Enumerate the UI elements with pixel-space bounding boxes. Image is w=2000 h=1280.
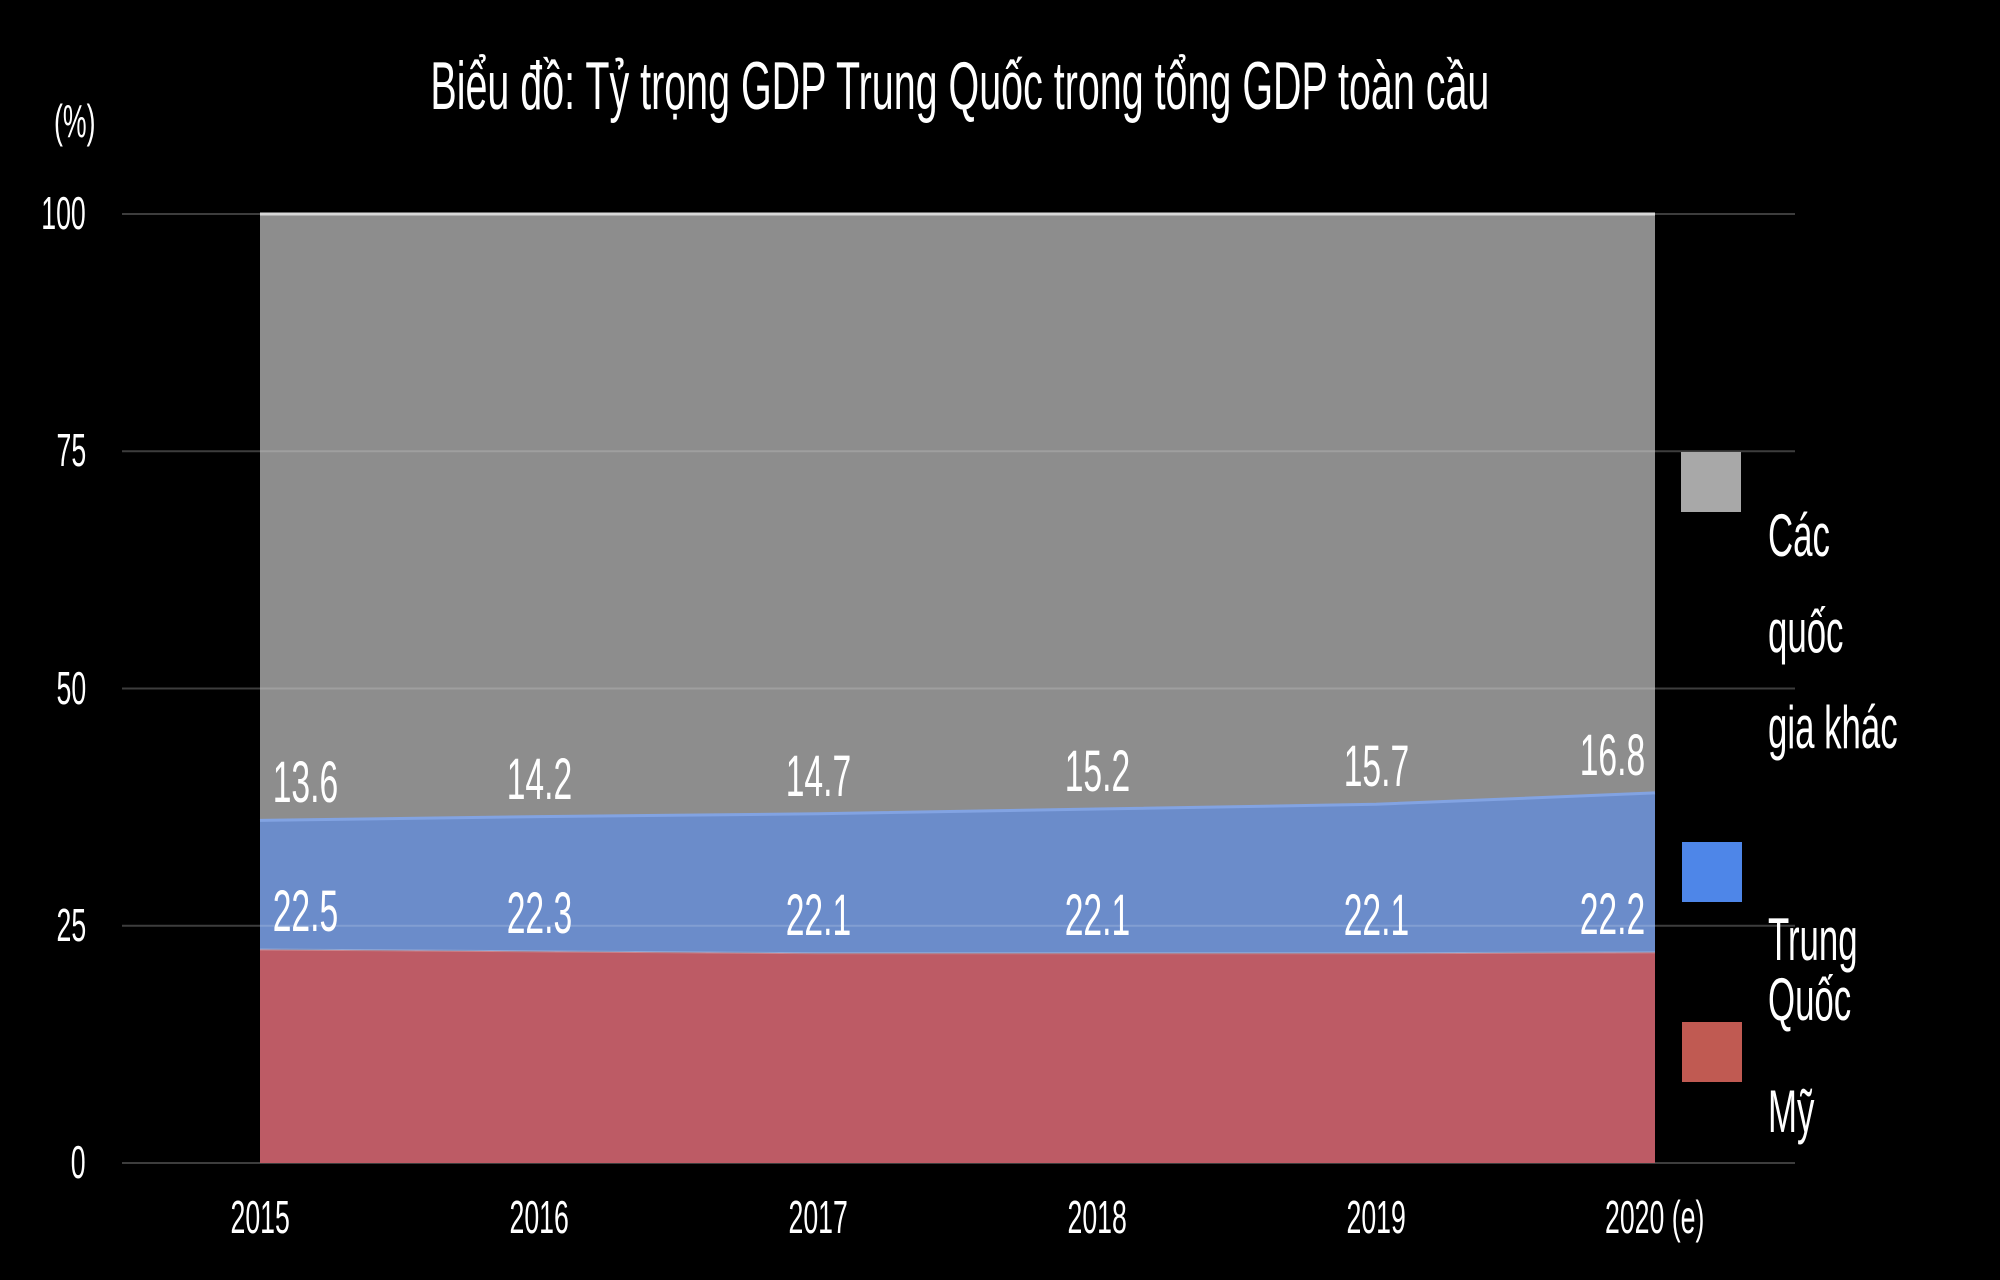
data-label-us: 22.1 — [1064, 883, 1130, 949]
data-label-china: 15.2 — [1064, 739, 1130, 805]
us-top-edge — [259, 948, 1656, 955]
legend-swatch-china — [1682, 842, 1742, 902]
x-tick-label: 2016 — [509, 1191, 569, 1243]
legend-label-us: Mỹ — [1768, 1078, 1815, 1145]
y-tick-label: 100 — [41, 187, 86, 239]
data-label-china: 13.6 — [272, 750, 338, 816]
legend-swatch-others — [1681, 452, 1741, 512]
chart-title: Biểu đồ: Tỷ trọng GDP Trung Quốc trong t… — [0, 52, 1960, 120]
area-band-1 — [260, 792, 1655, 954]
x-tick-label: 2018 — [1067, 1191, 1127, 1243]
x-tick-label: 2015 — [230, 1191, 290, 1243]
data-label-us: 22.1 — [785, 883, 851, 949]
china-top-edge — [259, 791, 1656, 822]
area-band-2 — [260, 214, 1655, 821]
chart-title-text: Biểu đồ: Tỷ trọng GDP Trung Quốc trong t… — [430, 48, 1490, 124]
x-tick-label: 2017 — [788, 1191, 848, 1243]
data-label-us: 22.1 — [1343, 883, 1409, 949]
y-axis-unit-label: (%) — [54, 95, 96, 147]
data-label-us: 22.5 — [272, 879, 338, 945]
data-label-china: 16.8 — [1579, 722, 1645, 788]
y-tick-label: 25 — [56, 898, 86, 951]
x-tick-label: 2020 (e) — [1605, 1191, 1705, 1243]
data-label-china: 15.7 — [1343, 734, 1409, 800]
y-tick-label: 50 — [56, 661, 86, 714]
legend-label-china: Trung Quốc — [1768, 906, 1858, 1033]
data-label-us: 22.3 — [506, 881, 572, 947]
legend-swatch-us — [1682, 1022, 1742, 1082]
y-tick-label: 75 — [56, 424, 86, 477]
legend-label-others: Các quốc gia khác — [1768, 502, 1898, 761]
data-label-us: 22.2 — [1579, 882, 1645, 948]
x-tick-label: 2019 — [1346, 1191, 1406, 1243]
data-label-china: 14.7 — [785, 743, 851, 809]
data-label-china: 14.2 — [506, 746, 572, 812]
y-tick-label: 0 — [71, 1136, 86, 1188]
area-band-0 — [260, 949, 1655, 1163]
